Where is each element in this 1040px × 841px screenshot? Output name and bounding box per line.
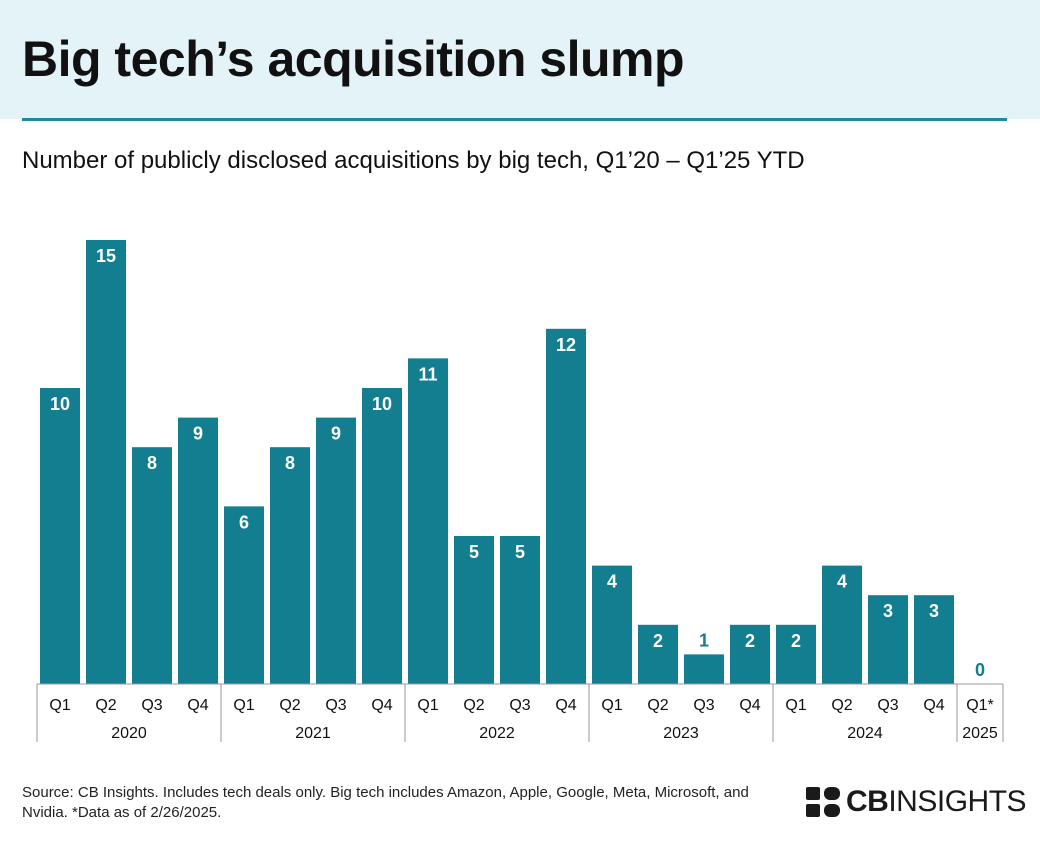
data-label: 12 bbox=[556, 335, 576, 355]
bar-chart: 10Q115Q28Q39Q46Q18Q29Q310Q411Q15Q25Q312Q… bbox=[36, 240, 1004, 742]
data-label: 5 bbox=[515, 542, 525, 562]
bar bbox=[454, 536, 494, 684]
cb-insights-logo-icon bbox=[806, 787, 840, 817]
x-tick-label: Q1 bbox=[417, 697, 438, 714]
x-tick-label: Q4 bbox=[555, 697, 576, 714]
x-tick-label: Q3 bbox=[877, 697, 898, 714]
x-tick-label: Q4 bbox=[739, 697, 760, 714]
bar bbox=[914, 595, 954, 684]
x-tick-label: Q1 bbox=[601, 697, 622, 714]
x-tick-label: Q2 bbox=[463, 697, 484, 714]
x-tick-label: Q3 bbox=[693, 697, 714, 714]
data-label: 8 bbox=[285, 453, 295, 473]
bar bbox=[868, 595, 908, 684]
x-tick-label: Q2 bbox=[279, 697, 300, 714]
logo-wordmark-bold: CB bbox=[846, 785, 889, 818]
data-label: 9 bbox=[331, 424, 341, 444]
cb-insights-logo: CBINSIGHTS bbox=[806, 785, 1027, 819]
x-tick-label: Q4 bbox=[923, 697, 944, 714]
data-label: 4 bbox=[607, 572, 617, 592]
data-label: 15 bbox=[96, 246, 116, 266]
bar bbox=[684, 654, 724, 684]
data-label: 3 bbox=[883, 601, 893, 621]
source-note: Source: CB Insights. Includes tech deals… bbox=[22, 784, 749, 821]
data-label: 10 bbox=[50, 394, 70, 414]
bar bbox=[86, 240, 126, 684]
logo-wordmark: CBINSIGHTS bbox=[846, 785, 1027, 819]
bar bbox=[546, 328, 586, 684]
data-label: 10 bbox=[372, 394, 392, 414]
data-label: 1 bbox=[699, 630, 709, 650]
bar bbox=[132, 447, 172, 684]
x-tick-label: Q4 bbox=[371, 697, 392, 714]
bar bbox=[40, 388, 80, 684]
x-tick-label: Q1* bbox=[966, 697, 994, 714]
header-divider bbox=[22, 118, 1007, 121]
bar bbox=[730, 624, 770, 684]
bar bbox=[822, 565, 862, 684]
data-label: 4 bbox=[837, 572, 847, 592]
data-label: 3 bbox=[929, 601, 939, 621]
x-tick-label: Q2 bbox=[647, 697, 668, 714]
year-group-label: 2024 bbox=[847, 725, 883, 742]
chart-subtitle: Number of publicly disclosed acquisition… bbox=[22, 147, 805, 174]
chart-title: Big tech’s acquisition slump bbox=[22, 31, 685, 87]
x-tick-label: Q3 bbox=[325, 697, 346, 714]
year-group-label: 2022 bbox=[479, 725, 515, 742]
data-label: 9 bbox=[193, 424, 203, 444]
bar bbox=[270, 447, 310, 684]
bar bbox=[362, 388, 402, 684]
year-group-label: 2020 bbox=[111, 725, 147, 742]
data-label: 2 bbox=[791, 631, 801, 651]
bar bbox=[408, 358, 448, 684]
bar bbox=[316, 417, 356, 684]
bar bbox=[500, 536, 540, 684]
data-label: 8 bbox=[147, 453, 157, 473]
x-tick-label: Q2 bbox=[95, 697, 116, 714]
header-band bbox=[0, 0, 1040, 119]
data-label: 0 bbox=[975, 660, 985, 680]
x-tick-label: Q3 bbox=[509, 697, 530, 714]
data-label: 2 bbox=[745, 631, 755, 651]
x-tick-label: Q1 bbox=[233, 697, 254, 714]
x-tick-label: Q1 bbox=[785, 697, 806, 714]
data-label: 2 bbox=[653, 631, 663, 651]
x-tick-label: Q2 bbox=[831, 697, 852, 714]
year-group-label: 2023 bbox=[663, 725, 699, 742]
logo-wordmark-rest: INSIGHTS bbox=[888, 785, 1027, 818]
year-group-label: 2021 bbox=[295, 725, 331, 742]
bar bbox=[776, 624, 816, 684]
x-tick-label: Q1 bbox=[49, 697, 70, 714]
bar bbox=[638, 624, 678, 684]
bar bbox=[224, 506, 264, 684]
bar bbox=[178, 417, 218, 684]
data-label: 5 bbox=[469, 542, 479, 562]
x-tick-label: Q3 bbox=[141, 697, 162, 714]
data-label: 6 bbox=[239, 512, 249, 532]
year-group-label: 2025 bbox=[962, 725, 998, 742]
data-label: 11 bbox=[418, 364, 437, 384]
x-tick-label: Q4 bbox=[187, 697, 208, 714]
bar bbox=[592, 565, 632, 684]
